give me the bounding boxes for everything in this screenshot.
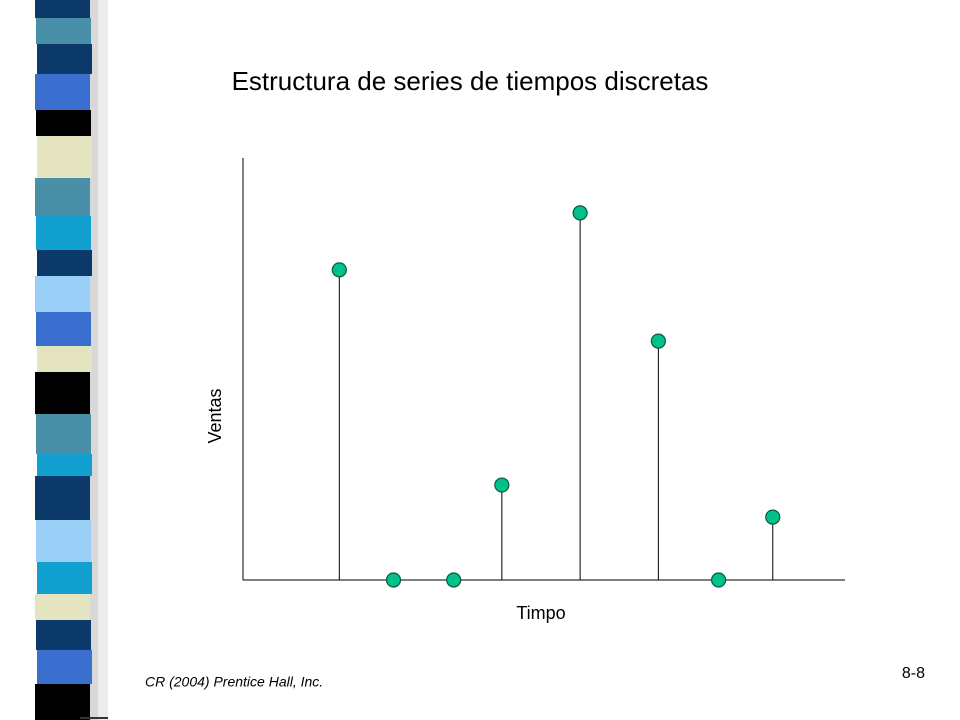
point — [385, 572, 402, 588]
stripe-block — [37, 650, 92, 684]
stripe-block — [36, 18, 91, 44]
stripe-block — [35, 276, 90, 312]
point — [331, 262, 347, 278]
stripe-block — [35, 594, 90, 620]
stripe-block — [36, 312, 91, 346]
stripe-block — [35, 684, 90, 720]
margin — [0, 0, 35, 720]
stripe-block — [35, 372, 90, 414]
stripe-block — [36, 216, 91, 250]
point — [446, 572, 462, 588]
stripe-block — [36, 620, 91, 650]
shadow — [98, 0, 108, 720]
stripe-block — [37, 562, 92, 594]
x-axis-label: Timpo — [516, 603, 565, 623]
point — [572, 205, 588, 221]
point — [650, 333, 666, 349]
stripe-block — [37, 250, 92, 276]
stripe-block — [36, 414, 91, 454]
stripe-block — [36, 520, 91, 562]
point — [765, 509, 781, 525]
stripe-block — [37, 346, 92, 372]
stripe-block — [35, 74, 90, 110]
side-decoration — [0, 0, 108, 720]
point — [494, 477, 510, 493]
stripe-block — [35, 0, 90, 18]
page-number: 8-8 — [902, 665, 925, 682]
source-note: CR (2004) Prentice Hall, Inc. — [145, 674, 323, 690]
y-axis-label: Ventas — [205, 388, 225, 443]
point — [710, 572, 727, 588]
stripe-block — [37, 136, 92, 178]
stripe-block — [35, 476, 90, 520]
stripe-block — [35, 178, 90, 216]
chart-title: Estructura de series de tiempos discreta… — [232, 66, 709, 96]
stripe-block — [37, 44, 92, 74]
stripe-block — [37, 454, 92, 476]
stripe-block — [36, 110, 91, 136]
